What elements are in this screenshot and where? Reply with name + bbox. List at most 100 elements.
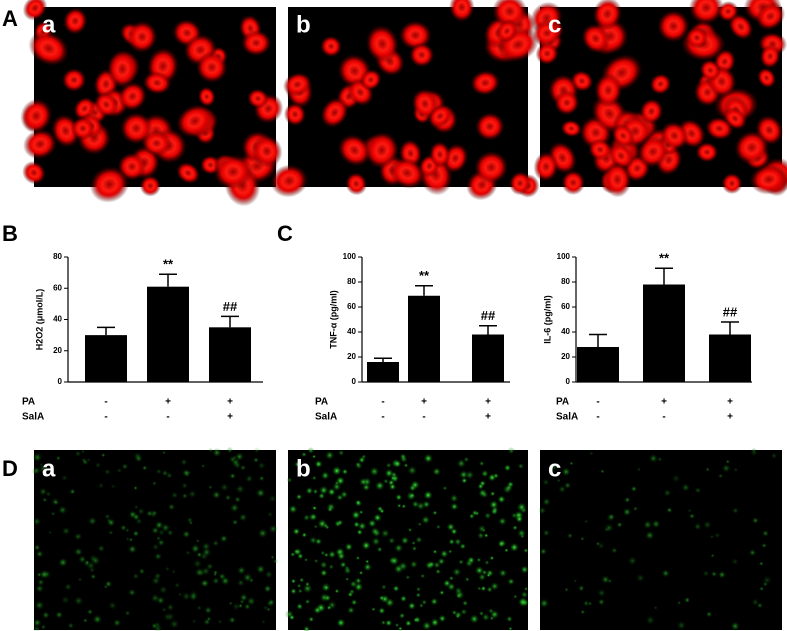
cell <box>630 485 638 493</box>
cell <box>151 622 158 630</box>
cell <box>603 161 632 198</box>
cell <box>97 482 105 490</box>
bar <box>209 327 251 382</box>
cell <box>702 520 712 530</box>
cell <box>238 512 248 522</box>
cell <box>384 597 395 608</box>
cell <box>476 586 482 591</box>
cell <box>239 464 247 471</box>
cell <box>181 591 192 602</box>
cell <box>604 527 609 532</box>
cell <box>597 542 605 550</box>
cell <box>307 447 315 455</box>
cell <box>725 459 730 464</box>
cell <box>477 483 484 490</box>
cell <box>211 490 221 500</box>
cell <box>190 543 201 554</box>
cell <box>400 536 410 545</box>
cell <box>597 598 605 606</box>
cell <box>39 569 49 580</box>
cell <box>420 573 426 579</box>
cell <box>446 522 456 532</box>
cell <box>132 513 141 521</box>
image-label: c <box>548 11 561 38</box>
cell <box>409 42 435 68</box>
cell <box>73 547 83 557</box>
cell <box>762 575 773 586</box>
cell <box>199 551 209 561</box>
cell <box>334 588 340 594</box>
cell <box>367 518 377 528</box>
cell <box>569 461 574 466</box>
cell <box>448 575 454 581</box>
cell <box>171 569 176 574</box>
cell <box>483 533 489 538</box>
cell <box>177 592 183 597</box>
cell <box>423 453 434 464</box>
cell <box>580 609 586 615</box>
cell <box>411 500 420 509</box>
cell <box>409 492 415 499</box>
cell <box>666 507 673 514</box>
cell <box>161 450 166 455</box>
cell <box>41 611 50 620</box>
cell <box>323 552 329 558</box>
cell <box>359 69 382 91</box>
cell <box>447 549 453 554</box>
micrograph: b <box>270 0 540 201</box>
cell <box>616 521 623 528</box>
cell <box>297 588 303 594</box>
cell <box>217 619 223 625</box>
cell <box>90 573 97 580</box>
cell <box>273 558 279 564</box>
y-tick-label: 80 <box>53 252 62 261</box>
cell <box>176 104 214 138</box>
cell <box>169 619 180 630</box>
cell <box>324 585 329 590</box>
cell <box>436 524 441 530</box>
cell <box>48 530 53 535</box>
cell <box>60 474 68 482</box>
condition-sign: + <box>165 397 171 408</box>
cell <box>93 91 119 118</box>
cell <box>266 511 274 518</box>
cell <box>488 608 495 614</box>
cell <box>327 550 337 559</box>
cell <box>542 478 550 486</box>
cell <box>437 557 446 566</box>
cell <box>429 141 451 168</box>
cell <box>226 446 234 454</box>
cell <box>432 549 438 555</box>
y-tick-label: 100 <box>343 252 357 261</box>
cell <box>684 596 691 604</box>
cell <box>290 578 296 584</box>
cell <box>464 576 470 582</box>
cell <box>456 458 467 469</box>
cell <box>212 447 222 458</box>
cell <box>460 608 468 616</box>
cell <box>521 598 530 607</box>
cell <box>38 487 48 496</box>
y-axis-label: TNF-α (pg/ml) <box>328 290 338 349</box>
cell <box>320 569 328 577</box>
cell <box>314 459 323 469</box>
cell <box>181 492 188 499</box>
cell <box>234 496 241 503</box>
cell <box>676 620 687 631</box>
condition-name: PA <box>22 397 35 408</box>
cell <box>350 599 358 606</box>
condition-sign: + <box>485 412 491 423</box>
y-tick-label: 40 <box>561 327 570 336</box>
cell <box>133 504 139 510</box>
cell <box>759 586 764 592</box>
cell <box>755 2 786 31</box>
cell <box>253 447 261 454</box>
condition-sign: - <box>381 397 384 408</box>
cell <box>304 598 311 605</box>
cell <box>290 587 297 595</box>
cell <box>411 540 416 546</box>
cell <box>566 532 574 539</box>
cell <box>165 612 176 622</box>
cell <box>103 584 108 589</box>
condition-sign: + <box>485 397 491 408</box>
